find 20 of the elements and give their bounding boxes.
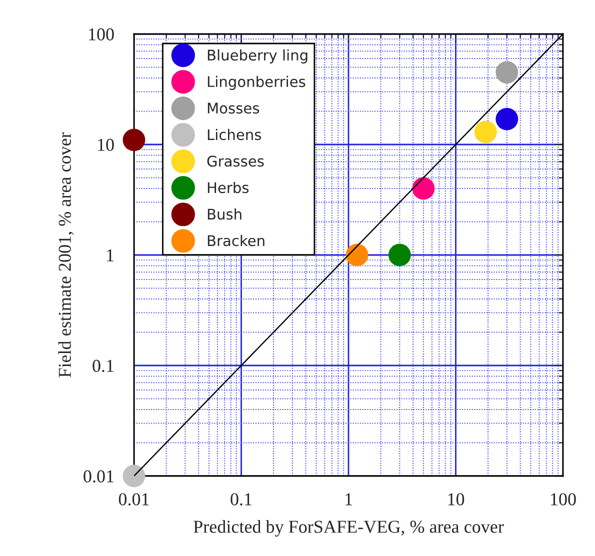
legend-label: Lingonberries xyxy=(208,76,306,90)
y-axis-title: Field estimate 2001, % area cover xyxy=(58,132,74,378)
x-tick-label: 1 xyxy=(346,493,352,506)
x-tick-label: 0.1 xyxy=(230,493,252,506)
x-tick-label: 0.01 xyxy=(118,493,149,506)
y-tick-label: 10 xyxy=(98,138,114,151)
x-tick-label: 10 xyxy=(448,493,464,506)
legend-label: Blueberry ling xyxy=(208,49,308,64)
y-tick-label: 100 xyxy=(89,28,114,40)
legend-label: Grasses xyxy=(207,156,264,167)
x-axis-title: Predicted by ForSAFE-VEG, % area cover xyxy=(194,520,504,537)
x-tick-label: 100 xyxy=(551,493,576,506)
legend-label: Herbs xyxy=(208,182,249,194)
legend-label: Lichens xyxy=(208,128,262,140)
legend-label: Mosses xyxy=(208,102,260,114)
y-tick-label: 1 xyxy=(107,249,114,262)
y-tick-label: 0.01 xyxy=(84,470,114,483)
legend-label: Bracken xyxy=(208,234,264,246)
y-tick-label: 0.1 xyxy=(92,360,114,372)
legend-label: Bush xyxy=(208,208,242,220)
